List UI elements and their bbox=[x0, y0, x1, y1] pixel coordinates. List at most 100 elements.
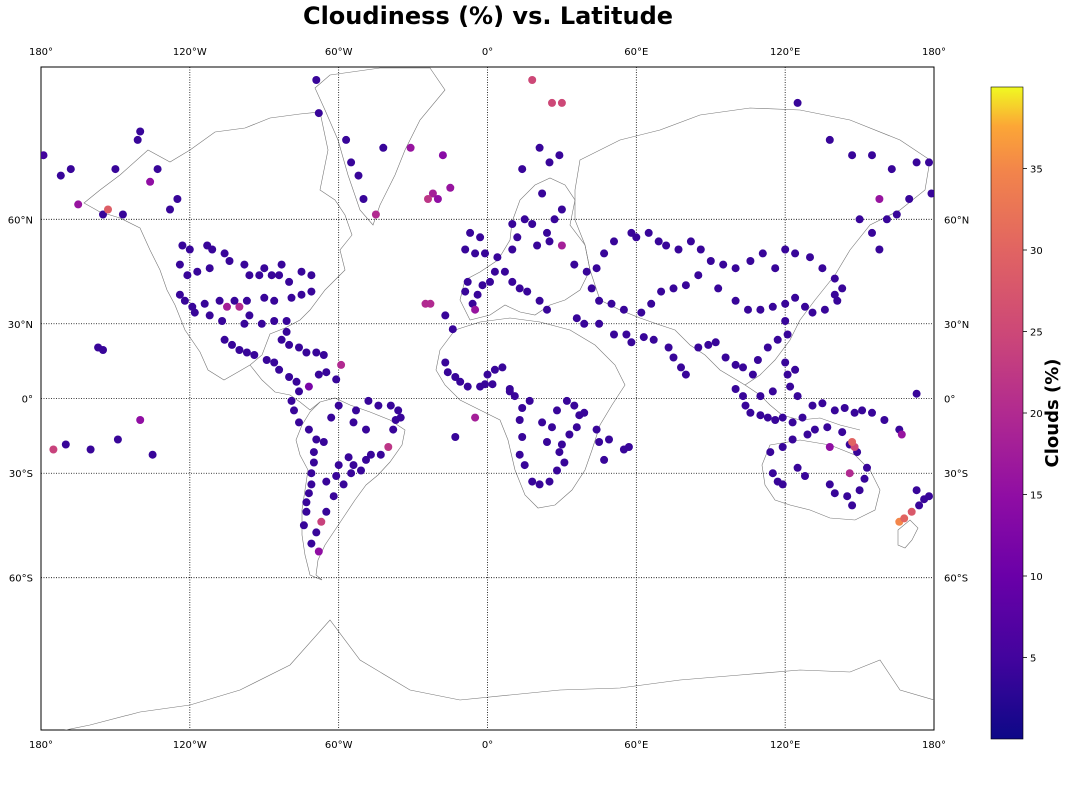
city-point bbox=[295, 343, 303, 352]
city-point bbox=[619, 445, 628, 454]
city-point bbox=[555, 151, 564, 160]
city-point bbox=[681, 281, 690, 290]
city-point bbox=[332, 472, 341, 480]
city-point bbox=[912, 389, 921, 398]
y-tick-label-left: 60°S bbox=[9, 574, 33, 585]
x-tick-label-bottom: 60°E bbox=[624, 740, 648, 751]
city-point bbox=[553, 466, 561, 475]
city-point bbox=[352, 406, 360, 415]
city-point bbox=[441, 311, 450, 320]
city-point bbox=[788, 418, 797, 427]
city-point bbox=[332, 375, 341, 384]
city-point bbox=[781, 317, 790, 325]
city-point bbox=[543, 228, 551, 237]
city-point bbox=[424, 195, 432, 203]
city-point bbox=[880, 416, 889, 424]
city-point bbox=[208, 245, 217, 254]
colorbar-tick-label: 20 bbox=[1030, 409, 1043, 420]
city-point bbox=[488, 380, 497, 389]
colorbar-tick-label: 5 bbox=[1030, 654, 1036, 665]
city-point bbox=[386, 401, 395, 410]
city-point bbox=[600, 249, 609, 258]
city-point bbox=[533, 241, 542, 250]
city-point bbox=[74, 200, 83, 209]
city-point bbox=[339, 480, 348, 489]
coast-africa bbox=[435, 317, 626, 509]
city-point bbox=[808, 308, 817, 317]
city-point bbox=[721, 353, 730, 362]
city-point bbox=[200, 299, 209, 308]
city-point bbox=[277, 335, 286, 344]
city-point bbox=[793, 463, 802, 472]
city-point bbox=[302, 348, 311, 357]
city-point bbox=[307, 469, 316, 478]
city-point bbox=[230, 296, 239, 305]
city-point bbox=[619, 305, 628, 314]
city-point bbox=[830, 274, 839, 283]
city-point bbox=[818, 399, 827, 408]
city-point bbox=[803, 430, 812, 439]
city-point bbox=[185, 245, 194, 254]
city-point bbox=[520, 215, 529, 224]
city-point bbox=[190, 308, 199, 317]
city-point bbox=[255, 271, 264, 280]
city-point bbox=[778, 443, 787, 451]
city-point bbox=[56, 171, 65, 180]
city-point bbox=[731, 296, 740, 305]
city-point bbox=[118, 210, 127, 219]
city-point bbox=[451, 373, 460, 381]
city-point bbox=[820, 305, 829, 314]
x-tick-label-bottom: 60°W bbox=[325, 740, 353, 751]
city-point bbox=[99, 346, 107, 354]
city-point bbox=[565, 430, 574, 439]
city-point bbox=[758, 249, 767, 258]
city-point bbox=[515, 416, 524, 424]
city-point bbox=[808, 401, 817, 410]
city-point bbox=[41, 151, 48, 160]
city-point bbox=[136, 127, 145, 136]
x-tick-label-top: 120°E bbox=[770, 47, 800, 58]
city-point bbox=[818, 264, 827, 273]
x-tick-label-top: 60°W bbox=[325, 47, 353, 58]
city-point bbox=[461, 245, 470, 254]
city-point bbox=[555, 448, 564, 457]
city-point bbox=[451, 433, 460, 441]
city-point bbox=[178, 241, 187, 250]
city-point bbox=[349, 418, 358, 427]
city-point bbox=[528, 220, 537, 228]
y-tick-label-right: 60°S bbox=[944, 574, 968, 585]
city-point bbox=[595, 319, 604, 328]
city-point bbox=[600, 455, 609, 464]
city-point bbox=[810, 425, 819, 434]
city-point bbox=[175, 260, 184, 269]
colorbar-ticks: 5 10 15 20 25 30 35 bbox=[1023, 165, 1043, 665]
city-point bbox=[543, 305, 551, 314]
city-point bbox=[277, 260, 286, 269]
city-point bbox=[801, 472, 809, 480]
city-point bbox=[825, 443, 834, 451]
city-point bbox=[858, 406, 867, 415]
y-tick-label-right: 30°N bbox=[944, 320, 969, 331]
city-point bbox=[371, 210, 380, 219]
city-point bbox=[582, 267, 591, 276]
x-tick-label-top: 120°W bbox=[173, 47, 207, 58]
city-point bbox=[362, 455, 370, 464]
city-point bbox=[508, 277, 517, 286]
city-point bbox=[711, 338, 720, 347]
city-point bbox=[312, 348, 321, 357]
city-point bbox=[461, 287, 470, 296]
city-point bbox=[223, 302, 231, 311]
city-point bbox=[113, 435, 122, 444]
city-point bbox=[848, 151, 857, 160]
city-point bbox=[205, 264, 214, 273]
city-point bbox=[768, 469, 777, 478]
city-point bbox=[892, 210, 901, 219]
city-point bbox=[312, 528, 321, 537]
city-point bbox=[622, 330, 631, 339]
city-point bbox=[900, 514, 909, 523]
city-point bbox=[456, 377, 465, 386]
city-point bbox=[781, 245, 790, 254]
city-point bbox=[523, 287, 532, 296]
city-point bbox=[525, 396, 534, 405]
city-point bbox=[570, 260, 579, 269]
